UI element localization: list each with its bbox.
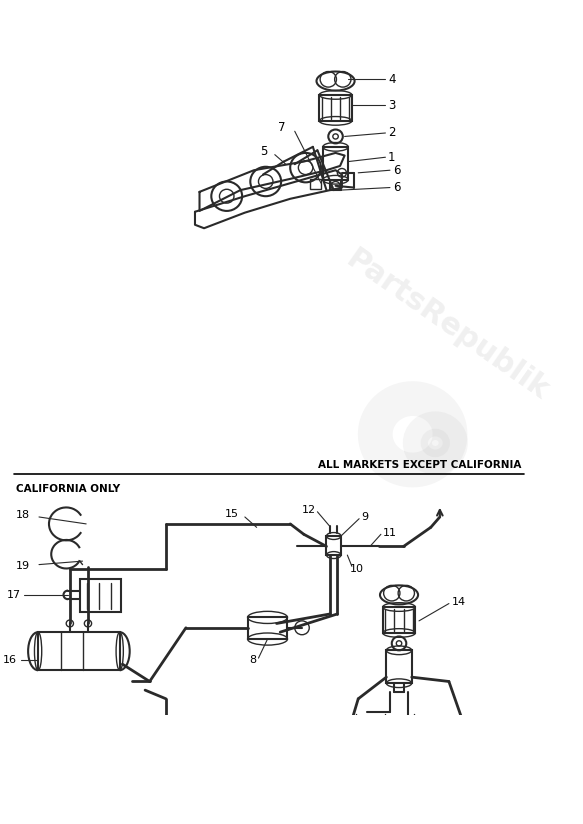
Text: 15: 15 [224, 509, 238, 519]
Text: 18: 18 [16, 510, 30, 520]
Text: 3: 3 [388, 99, 395, 112]
Text: PartsRepublik: PartsRepublik [340, 244, 553, 405]
Bar [310, 179, 321, 190]
Text: 6: 6 [393, 164, 400, 176]
Text: 19: 19 [16, 561, 30, 571]
Bar [387, 650, 412, 683]
Text: CALIFORNIA ONLY: CALIFORNIA ONLY [16, 484, 121, 494]
Text: 12: 12 [301, 505, 315, 515]
Text: 16: 16 [3, 655, 17, 665]
Text: 14: 14 [452, 597, 466, 606]
Text: 9: 9 [361, 512, 368, 522]
Text: 5: 5 [260, 145, 268, 157]
Bar [382, 607, 415, 633]
Text: 8: 8 [250, 655, 257, 665]
Bar [248, 617, 287, 639]
Text: ALL MARKETS EXCEPT CALIFORNIA: ALL MARKETS EXCEPT CALIFORNIA [318, 461, 521, 471]
Text: 11: 11 [382, 527, 396, 537]
Text: 4: 4 [388, 73, 396, 86]
Bar [326, 536, 341, 555]
Text: 7: 7 [278, 121, 286, 134]
Bar [38, 632, 120, 670]
Text: 10: 10 [350, 564, 364, 574]
Bar [80, 579, 121, 612]
Text: 17: 17 [7, 590, 21, 600]
Text: 2: 2 [388, 127, 396, 139]
Text: 6: 6 [393, 181, 400, 194]
Bar [323, 147, 348, 180]
Text: 1: 1 [388, 151, 396, 164]
Bar [319, 95, 352, 121]
